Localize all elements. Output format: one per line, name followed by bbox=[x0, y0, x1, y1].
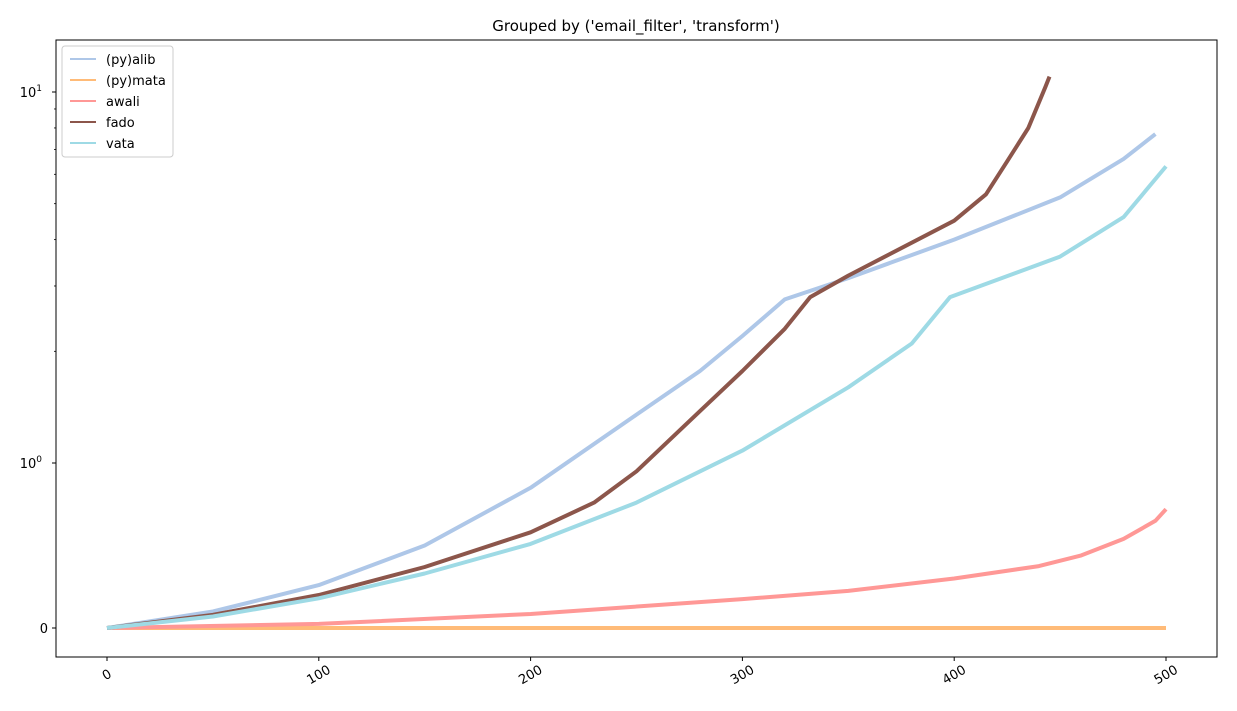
series-line-0 bbox=[106, 132, 1157, 630]
legend-box bbox=[61, 45, 174, 158]
series-line-3 bbox=[106, 75, 1052, 630]
x-tick-label-0: 0 bbox=[100, 667, 115, 684]
chart-title: Grouped by ('email_filter', 'transform') bbox=[492, 17, 779, 36]
legend: (py)alib (py)mata awali fado vata bbox=[61, 45, 174, 158]
x-tick-label-2: 200 bbox=[516, 663, 545, 688]
series-layer bbox=[106, 75, 1168, 630]
x-axis: 0 100 200 300 400 500 bbox=[100, 657, 1181, 688]
x-tick-label-4: 400 bbox=[940, 663, 969, 688]
plot-frame bbox=[55, 39, 1218, 658]
y-axis: 0 100 101 bbox=[20, 84, 56, 637]
x-tick-label-1: 100 bbox=[305, 663, 334, 688]
series-line-4 bbox=[106, 165, 1168, 630]
plot-background bbox=[56, 40, 1217, 657]
y-tick-label-0: 0 bbox=[40, 622, 48, 637]
legend-label-0: (py)alib bbox=[106, 53, 156, 68]
series-line-2 bbox=[106, 507, 1168, 630]
y-tick-label-1: 100 bbox=[20, 455, 43, 472]
legend-label-4: vata bbox=[106, 137, 135, 152]
x-tick-label-5: 500 bbox=[1152, 663, 1181, 688]
y-tick-label-2: 101 bbox=[20, 84, 42, 101]
x-tick-label-3: 300 bbox=[728, 663, 757, 688]
legend-label-1: (py)mata bbox=[106, 74, 166, 89]
legend-label-2: awali bbox=[106, 95, 140, 110]
legend-label-3: fado bbox=[106, 116, 135, 131]
